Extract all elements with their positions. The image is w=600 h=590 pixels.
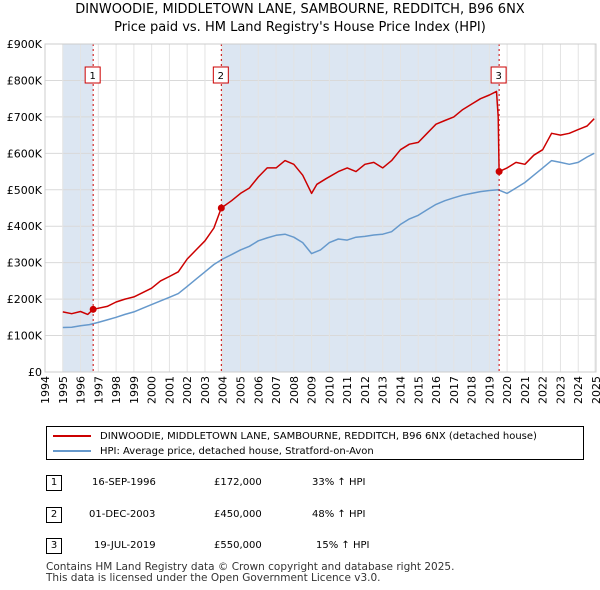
sale-marker-box <box>490 66 507 84</box>
sale-hpi-change: 15% ↑ HPI <box>316 540 370 551</box>
sale-price: £550,000 <box>214 540 262 551</box>
x-tick-label: 1994 <box>39 376 52 404</box>
sale-marker-label: 3 <box>495 71 501 82</box>
price-chart: £0 £100K £200K £300K £400K £500K £600K £700K £80… <box>7 38 600 404</box>
x-tick-label: 2003 <box>199 376 212 404</box>
y-tick-label: £400K <box>7 220 43 233</box>
sale-marker-box <box>84 66 101 84</box>
x-tick-label: 2002 <box>181 376 194 404</box>
x-tick-label: 2008 <box>288 376 301 404</box>
x-tick-label: 2023 <box>554 376 567 404</box>
footer-copyright: Contains HM Land Registry data © Crown c… <box>46 561 455 573</box>
x-tick-label: 2019 <box>483 376 496 404</box>
hatched-band-future <box>594 44 596 372</box>
legend-item-property: DINWOODIE, MIDDLETOWN LANE, SAMBOURNE, R… <box>53 429 537 443</box>
x-tick-label: 2010 <box>323 376 336 404</box>
chart-title-line2: Price paid vs. HM Land Registry's House … <box>114 20 486 35</box>
sale-point <box>495 168 503 176</box>
footer-licence: This data is licensed under the Open Gov… <box>46 572 381 584</box>
x-tick-label: 2007 <box>270 376 283 404</box>
plot-border <box>44 43 597 373</box>
x-tick-label: 2014 <box>394 376 407 404</box>
sale-date: 01-DEC-2003 <box>89 509 156 520</box>
x-tick-label: 1996 <box>75 376 88 404</box>
x-tick-label: 2018 <box>466 376 479 404</box>
sale-number-badge: 1 <box>46 475 62 491</box>
chart-title-line1: DINWOODIE, MIDDLETOWN LANE, SAMBOURNE, R… <box>75 2 525 17</box>
legend: DINWOODIE, MIDDLETOWN LANE, SAMBOURNE, R… <box>46 426 584 460</box>
x-tick-label: 2015 <box>412 376 425 404</box>
y-tick-label: £700K <box>7 111 43 124</box>
hpi-line <box>62 152 595 329</box>
x-tick-label: 2016 <box>430 376 443 404</box>
y-tick-label: £100K <box>7 330 43 343</box>
sale-date: 16-SEP-1996 <box>92 477 156 488</box>
legend-blue-swatch <box>53 450 91 452</box>
sale-marker-label: 2 <box>218 71 224 82</box>
x-tick-label: 2004 <box>217 376 230 404</box>
x-tick-label: 2025 <box>590 376 600 404</box>
sale-point <box>217 204 225 212</box>
x-tick-label: 2021 <box>519 376 532 404</box>
sale-number-badge: 2 <box>46 507 62 523</box>
legend-property-label: DINWOODIE, MIDDLETOWN LANE, SAMBOURNE, R… <box>100 430 537 442</box>
sale-price: £450,000 <box>214 509 262 520</box>
y-tick-label: £900K <box>7 38 43 51</box>
x-tick-label: 1995 <box>57 376 70 404</box>
x-tick-label: 2012 <box>359 376 372 404</box>
sale-hpi-change: 33% ↑ HPI <box>312 477 366 488</box>
x-tick-label: 1999 <box>128 376 141 404</box>
y-tick-label: £300K <box>7 257 43 270</box>
sale-hpi-change: 48% ↑ HPI <box>312 509 366 520</box>
x-tick-label: 1998 <box>110 376 123 404</box>
sale-number-badge: 3 <box>46 538 62 554</box>
sale-marker-label: 1 <box>89 71 95 82</box>
shaded-band-sale-2-to-3 <box>221 44 500 372</box>
y-tick-label: £200K <box>7 293 43 306</box>
x-tick-label: 2005 <box>235 376 248 404</box>
x-tick-label: 1997 <box>92 376 105 404</box>
x-tick-label: 2009 <box>306 376 319 404</box>
sale-marker-box <box>212 66 229 84</box>
x-tick-label: 2000 <box>146 376 159 404</box>
legend-item-hpi: HPI: Average price, detached house, Stra… <box>53 444 374 458</box>
x-tick-label: 2013 <box>377 376 390 404</box>
x-tick-label: 2017 <box>448 376 461 404</box>
sale-date: 19-JUL-2019 <box>94 540 156 551</box>
x-tick-label: 2001 <box>163 376 176 404</box>
y-tick-label: £0 <box>28 366 42 379</box>
x-tick-label: 2011 <box>341 376 354 404</box>
sale-price: £172,000 <box>214 477 262 488</box>
x-tick-label: 2006 <box>252 376 265 404</box>
legend-red-swatch <box>53 435 91 437</box>
x-tick-label: 2022 <box>537 376 550 404</box>
shaded-band-pre-sale-1 <box>62 44 94 372</box>
x-tick-label: 2024 <box>572 376 585 404</box>
legend-hpi-label: HPI: Average price, detached house, Stra… <box>100 445 374 457</box>
y-tick-label: £800K <box>7 74 43 87</box>
x-tick-label: 2020 <box>501 376 514 404</box>
y-tick-label: £600K <box>7 147 43 160</box>
property-price-line <box>62 90 595 316</box>
y-tick-label: £500K <box>7 184 43 197</box>
sale-point <box>89 305 97 313</box>
